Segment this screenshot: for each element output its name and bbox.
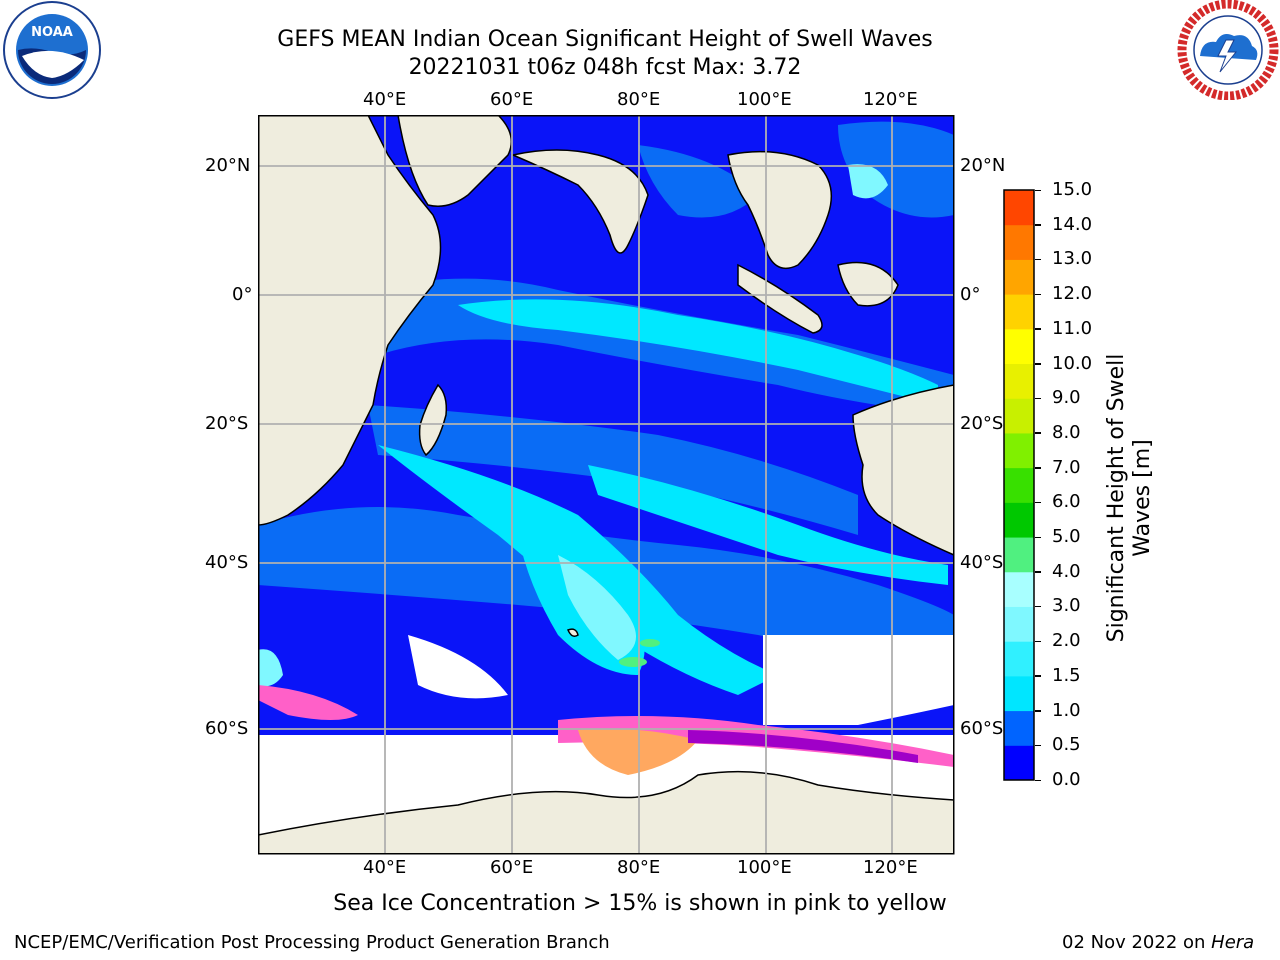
lat-tick-right: 40°S xyxy=(960,552,1004,573)
lat-tick-left: 60°S xyxy=(205,718,249,739)
sea-ice-caption: Sea Ice Concentration > 15% is shown in … xyxy=(333,891,947,916)
colorbar-tick-label: 8.0 xyxy=(1052,421,1081,443)
colorbar-tick-mark xyxy=(1035,501,1041,504)
lat-tick-left: 20°N xyxy=(205,155,251,176)
colorbar-tick-label: 6.0 xyxy=(1052,491,1081,513)
footer-credit: NCEP/EMC/Verification Post Processing Pr… xyxy=(14,932,610,953)
colorbar-tick-label: 7.0 xyxy=(1052,456,1081,478)
footer-host: Hera xyxy=(1211,932,1255,953)
colorbar-tick-label: 10.0 xyxy=(1052,352,1093,374)
colorbar-segment xyxy=(1004,224,1034,260)
title-line-1: GEFS MEAN Indian Ocean Significant Heigh… xyxy=(277,27,933,52)
colorbar-segment xyxy=(1004,259,1034,295)
colorbar-tick-label: 0.5 xyxy=(1052,734,1081,756)
colorbar-segment xyxy=(1004,606,1034,642)
land xyxy=(258,115,954,854)
colorbar-tick-mark xyxy=(1035,328,1041,330)
colorbar-tick-label: 14.0 xyxy=(1052,213,1093,235)
colorbar-frame xyxy=(1003,189,1035,781)
colorbar-segment xyxy=(1004,467,1034,503)
lon-tick-top: 120°E xyxy=(863,89,918,110)
lat-tick-right: 60°S xyxy=(960,718,1004,739)
swell-height-map xyxy=(258,115,955,855)
lon-tick-top: 60°E xyxy=(490,89,534,110)
lon-tick-top: 40°E xyxy=(363,89,407,110)
footer-date-text: 02 Nov 2022 on xyxy=(1062,932,1212,953)
lat-tick-right: 20°S xyxy=(960,413,1004,434)
colorbar-segment xyxy=(1004,710,1034,746)
colorbar-tick-label: 15.0 xyxy=(1052,179,1093,200)
colorbar-segment xyxy=(1004,502,1034,538)
lon-tick-bottom: 120°E xyxy=(863,857,918,878)
colorbar-segment xyxy=(1004,745,1034,781)
colorbar-title: Significant Height of Swell Waves [m] xyxy=(1104,353,1155,643)
colorbar-tick-mark xyxy=(1035,189,1041,191)
colorbar-tick-mark xyxy=(1035,710,1041,712)
colorbar-tick-mark xyxy=(1035,224,1041,226)
title-line-2: 20221031 t06z 048h fcst Max: 3.72 xyxy=(408,55,802,80)
colorbar-tick-label: 12.0 xyxy=(1052,283,1093,305)
colorbar-tick-label: 1.0 xyxy=(1052,699,1081,721)
colorbar-segment xyxy=(1004,537,1034,573)
colorbar-tick-label: 1.5 xyxy=(1052,664,1081,686)
lat-tick-left: 0° xyxy=(232,284,253,305)
colorbar-tick-label: 4.0 xyxy=(1052,560,1081,582)
colorbar-segment xyxy=(1004,641,1034,677)
map-frame xyxy=(258,115,955,855)
colorbar-tick-mark xyxy=(1035,779,1041,781)
colorbar-segment xyxy=(1004,432,1034,469)
colorbar-segment xyxy=(1004,328,1034,365)
colorbar-tick-mark xyxy=(1035,675,1041,677)
colorbar-tick-mark xyxy=(1035,397,1041,400)
lat-tick-right: 20°N xyxy=(960,155,1006,176)
colorbar-tick-label: 13.0 xyxy=(1052,248,1093,270)
colorbar-segment xyxy=(1004,363,1034,399)
lon-tick-top: 100°E xyxy=(737,89,792,110)
noaa-logo-text: NOAA xyxy=(31,25,73,40)
lon-tick-bottom: 60°E xyxy=(490,857,534,878)
colorbar-tick-label: 5.0 xyxy=(1052,526,1081,548)
lat-tick-left: 20°S xyxy=(205,413,249,434)
lon-tick-bottom: 40°E xyxy=(363,857,407,878)
graticule xyxy=(258,115,954,854)
swell-band-2-0 xyxy=(258,164,888,687)
lon-tick-top: 80°E xyxy=(617,89,661,110)
colorbar-segment xyxy=(1004,190,1034,226)
noaa-logo: NOAA xyxy=(3,1,101,99)
swell-band-3-0 xyxy=(619,639,660,667)
colorbar-tick-mark xyxy=(1035,293,1041,296)
colorbar-segment xyxy=(1004,294,1034,330)
colorbar-tick-mark xyxy=(1035,363,1041,365)
colorbar-tick-label: 0.0 xyxy=(1052,769,1081,790)
colorbar-segment xyxy=(1004,398,1034,434)
lon-tick-bottom: 80°E xyxy=(617,857,661,878)
colorbar-tick-mark xyxy=(1035,571,1041,573)
colorbar-tick-label: 2.0 xyxy=(1052,630,1081,652)
colorbar-tick-mark xyxy=(1035,605,1041,608)
colorbar-tick-label: 9.0 xyxy=(1052,387,1081,409)
colorbar-tick-mark xyxy=(1035,744,1041,747)
colorbar xyxy=(1003,189,1035,781)
lon-tick-bottom: 100°E xyxy=(737,857,792,878)
colorbar-segment xyxy=(1004,675,1034,712)
colorbar-tick-label: 3.0 xyxy=(1052,595,1081,617)
colorbar-segment xyxy=(1004,571,1034,607)
colorbar-tick-mark xyxy=(1035,536,1041,539)
colorbar-tick-mark xyxy=(1035,467,1041,469)
lat-tick-left: 40°S xyxy=(205,552,249,573)
colorbar-tick-label: 11.0 xyxy=(1052,317,1093,339)
colorbar-tick-mark xyxy=(1035,432,1041,434)
colorbar-tick-mark xyxy=(1035,640,1041,643)
lat-tick-right: 0° xyxy=(960,284,981,305)
colorbar-tick-mark xyxy=(1035,258,1041,261)
nws-logo xyxy=(1177,0,1279,100)
footer-date: 02 Nov 2022 on Hera xyxy=(1062,932,1254,954)
